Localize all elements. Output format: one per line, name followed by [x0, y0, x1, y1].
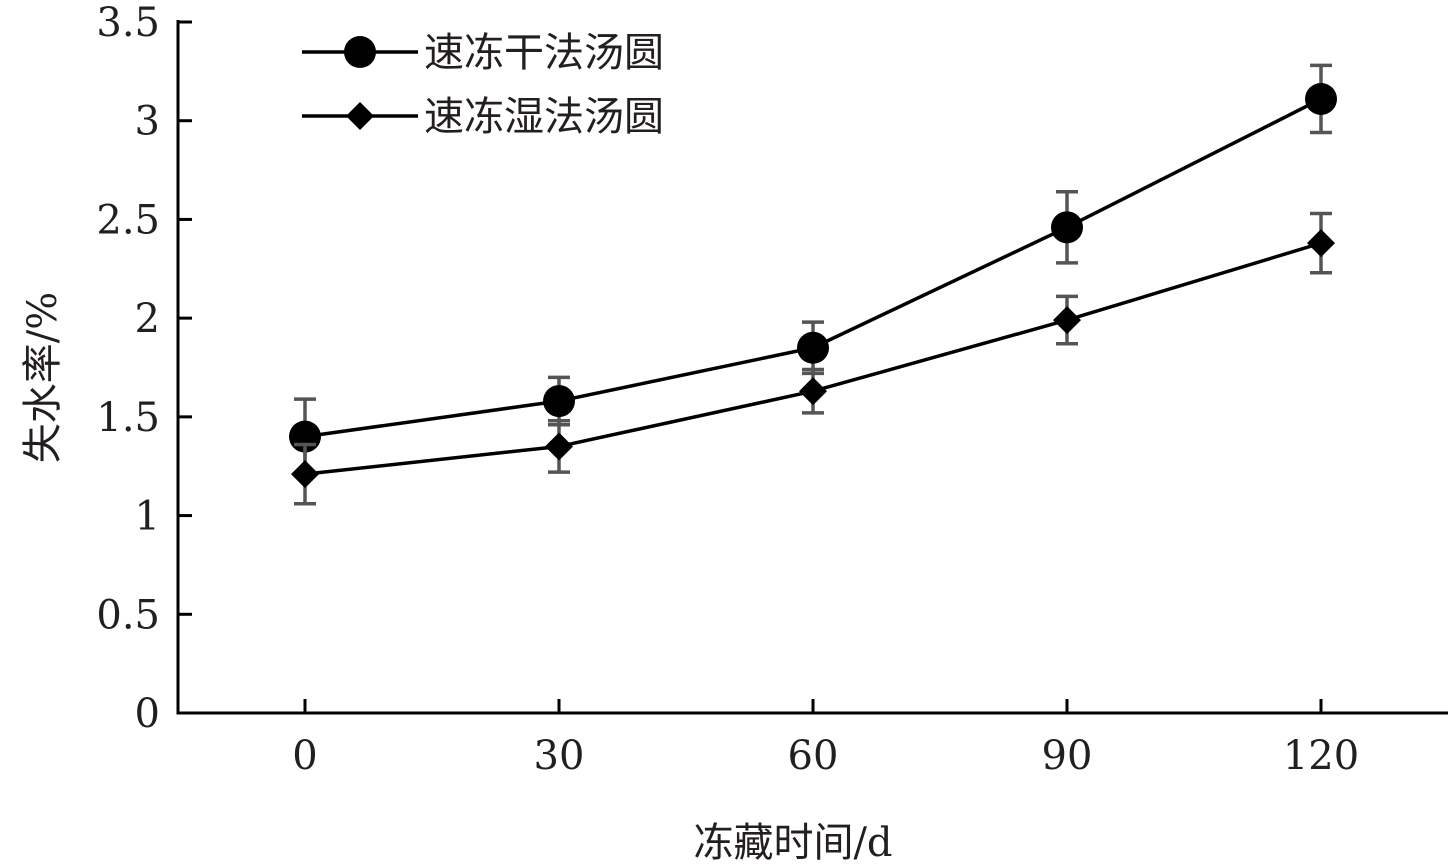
y-tick-label: 3 — [135, 99, 160, 145]
x-axis-title: 冻藏时间/d — [693, 820, 892, 866]
series-layer — [289, 63, 1337, 506]
data-point — [1307, 229, 1335, 258]
y-tick-label: 3.5 — [96, 0, 160, 46]
data-point — [291, 460, 319, 489]
axes: 0 0.5 1 1.5 2 2.5 3 3.5 0 30 60 90 120 — [96, 0, 1448, 779]
data-point — [543, 385, 575, 418]
legend-item-2: 速冻湿法汤圆 — [302, 94, 664, 140]
x-tick-label: 90 — [1042, 733, 1093, 779]
legend-item-1: 速冻干法汤圆 — [302, 30, 664, 76]
data-point — [1051, 211, 1083, 244]
legend-marker — [346, 102, 374, 130]
legend-label: 速冻湿法汤圆 — [424, 94, 664, 140]
y-tick-label: 2 — [135, 296, 160, 342]
data-point — [1305, 82, 1337, 115]
y-axis-ticks: 0 0.5 1 1.5 2 2.5 3 3.5 — [96, 0, 192, 737]
data-point — [799, 377, 827, 406]
x-tick-label: 0 — [292, 733, 317, 779]
x-tick-label: 60 — [788, 733, 839, 779]
data-point — [1053, 306, 1081, 335]
y-tick-label: 0.5 — [96, 592, 160, 638]
data-point — [797, 331, 829, 364]
y-axis-title: 失水率/% — [20, 292, 66, 463]
y-tick-label: 0 — [135, 691, 160, 737]
series-2 — [291, 211, 1335, 506]
y-tick-label: 1.5 — [96, 395, 160, 441]
legend-label: 速冻干法汤圆 — [424, 30, 664, 76]
y-tick-label: 2.5 — [96, 197, 160, 243]
x-tick-label: 120 — [1283, 733, 1359, 779]
x-tick-label: 30 — [534, 733, 585, 779]
data-point — [545, 432, 573, 461]
y-tick-label: 1 — [135, 494, 160, 540]
x-axis-ticks: 0 30 60 90 120 — [292, 699, 1359, 779]
legend-marker — [344, 36, 376, 68]
